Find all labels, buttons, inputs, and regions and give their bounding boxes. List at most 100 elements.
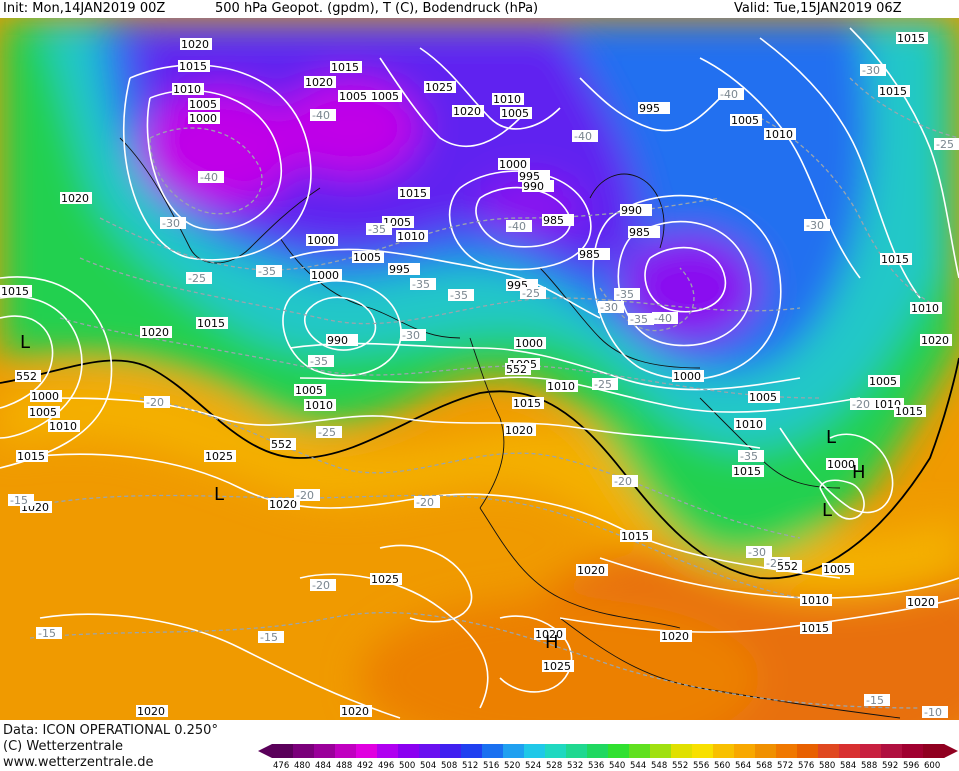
isobar-label: 1005	[352, 251, 384, 264]
isobar-label: 995	[638, 102, 670, 115]
isobar-label: 1025	[370, 573, 402, 586]
isobar-label: 1015	[732, 465, 764, 478]
geopotential-label: 552	[15, 370, 41, 383]
svg-text:-30: -30	[748, 546, 766, 559]
weather-map: 1020 1015 1010 1005 1000 1015 1020 1005 1005 1025…	[0, 18, 959, 720]
isobar-label: 1005	[748, 391, 780, 404]
colorbar-tick-label: 592	[882, 761, 898, 770]
svg-text:L: L	[214, 484, 224, 505]
colorbar-swatch	[524, 744, 546, 758]
isobar-label: 1000	[498, 158, 530, 171]
colorbar-swatch	[293, 744, 315, 758]
isobar-label: 1015	[878, 85, 910, 98]
copyright-label: (C) Wetterzentrale	[3, 739, 124, 754]
geopotential-label: 552	[505, 363, 531, 376]
svg-text:-35: -35	[368, 223, 386, 236]
svg-text:-15: -15	[10, 494, 28, 507]
colorbar-swatch	[755, 744, 777, 758]
svg-text:-35: -35	[616, 288, 634, 301]
svg-text:1015: 1015	[513, 397, 541, 410]
svg-text:-40: -40	[574, 130, 592, 143]
isobar-label: 1000	[514, 337, 546, 350]
colorbar-tick-label: 484	[315, 761, 331, 770]
colorbar-tick-label: 492	[357, 761, 373, 770]
isotherm-label: -35	[614, 288, 640, 301]
svg-text:1025: 1025	[371, 573, 399, 586]
isobar-label: 1015	[512, 397, 544, 410]
isobar-label: 1010	[546, 380, 578, 393]
svg-text:1020: 1020	[61, 192, 89, 205]
isobar-label: 1020	[340, 705, 372, 718]
isotherm-label: -40	[652, 312, 678, 325]
svg-text:-30: -30	[162, 217, 180, 230]
low-pressure-center: L	[822, 500, 832, 521]
svg-text:1020: 1020	[269, 498, 297, 511]
svg-text:1000: 1000	[189, 112, 217, 125]
isobar-label: 1005	[822, 563, 854, 576]
svg-text:H: H	[852, 462, 866, 483]
svg-text:-35: -35	[412, 278, 430, 291]
colorbar-tick-label: 580	[819, 761, 835, 770]
isotherm-label: -20	[612, 475, 638, 488]
colorbar-swatch	[860, 744, 882, 758]
svg-text:990: 990	[327, 334, 348, 347]
colorbar-swatch	[608, 744, 630, 758]
isobar-label: 1015	[896, 32, 928, 45]
map-title: 500 hPa Geopot. (gpdm), T (C), Bodendruc…	[215, 1, 539, 16]
colorbar-tick-label: 488	[336, 761, 352, 770]
colorbar-swatch	[566, 744, 588, 758]
isobar-label: 990	[326, 334, 358, 347]
isobar-label: 1015	[178, 60, 210, 73]
svg-text:-20: -20	[614, 475, 632, 488]
colorbar-tick-label: 564	[735, 761, 751, 770]
svg-text:-20: -20	[146, 396, 164, 409]
svg-text:-25: -25	[188, 272, 206, 285]
colorbar-swatch	[629, 744, 651, 758]
isobar-label: 1000	[306, 234, 338, 247]
colorbar-tick-label: 544	[630, 761, 646, 770]
isotherm-label: -30	[746, 546, 772, 559]
colorbar-swatch	[902, 744, 924, 758]
svg-text:-40: -40	[312, 109, 330, 122]
svg-text:1020: 1020	[661, 630, 689, 643]
isobar-label: 1005	[188, 98, 220, 111]
svg-text:1005: 1005	[731, 114, 759, 127]
isobar-label: 985	[542, 214, 574, 227]
colorbar-tick-label: 524	[525, 761, 541, 770]
svg-text:552: 552	[506, 363, 527, 376]
colorbar-swatch	[839, 744, 861, 758]
svg-text:985: 985	[543, 214, 564, 227]
svg-text:1025: 1025	[543, 660, 571, 673]
colorbar-tick-label: 476	[273, 761, 289, 770]
svg-text:1005: 1005	[823, 563, 851, 576]
colorbar-tick-label: 600	[924, 761, 940, 770]
svg-text:-40: -40	[654, 312, 672, 325]
isobar-label: 1015	[398, 187, 430, 200]
svg-text:1000: 1000	[673, 370, 701, 383]
isobar-label: 1015	[800, 622, 832, 635]
colorbar-tick-label: 556	[693, 761, 709, 770]
colorbar-tick-label: 560	[714, 761, 730, 770]
website-link[interactable]: www.wetterzentrale.de	[3, 755, 154, 770]
svg-text:H: H	[545, 632, 559, 653]
colorbar-swatch	[881, 744, 903, 758]
svg-text:1015: 1015	[1, 285, 29, 298]
isobar-label: 1020	[504, 424, 536, 437]
isobar-label: 1000	[30, 390, 62, 403]
svg-text:L: L	[826, 427, 836, 448]
isotherm-label: -25	[520, 287, 546, 300]
colorbar-swatch	[503, 744, 525, 758]
geopotential-label: 552	[776, 560, 802, 573]
svg-text:1015: 1015	[621, 530, 649, 543]
isobar-label: 1015	[0, 285, 32, 298]
isobar-label: 995	[518, 170, 550, 183]
isobar-label: 1020	[60, 192, 92, 205]
colorbar-swatch	[650, 744, 672, 758]
isotherm-label: -20	[414, 496, 440, 509]
colorbar-arrow-right	[944, 744, 958, 758]
isobar-label: 1005	[370, 90, 402, 103]
isotherm-label: -20	[310, 579, 336, 592]
svg-text:-25: -25	[318, 426, 336, 439]
colorbar-swatch	[923, 744, 945, 758]
colorbar-tick-label: 516	[483, 761, 499, 770]
